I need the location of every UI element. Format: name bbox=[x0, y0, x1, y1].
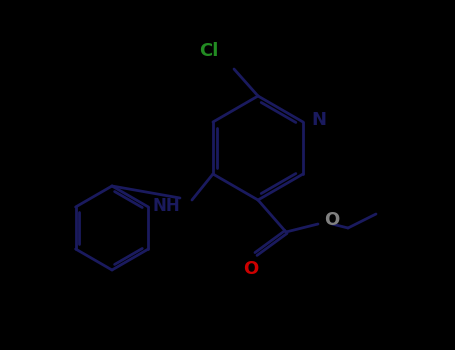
Text: O: O bbox=[243, 260, 258, 278]
Text: Cl: Cl bbox=[199, 42, 218, 60]
Text: N: N bbox=[311, 111, 326, 129]
Text: NH: NH bbox=[152, 197, 180, 215]
Text: O: O bbox=[324, 211, 339, 229]
